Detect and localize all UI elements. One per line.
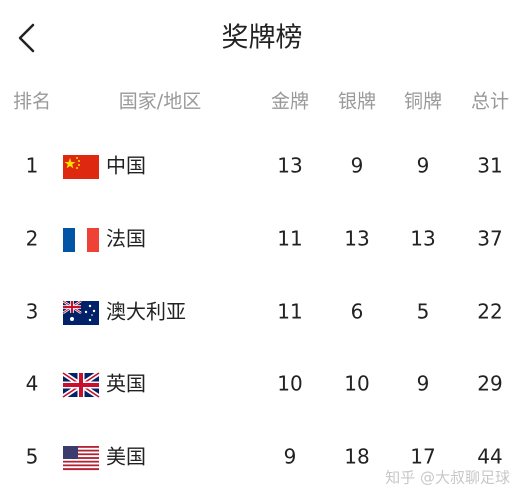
column-header: 金牌 bbox=[271, 91, 309, 113]
column-header: 铜牌 bbox=[404, 91, 442, 113]
page-title: 奖牌榜 bbox=[222, 23, 303, 54]
flag-star bbox=[84, 310, 88, 314]
column-header: 国家/地区 bbox=[119, 91, 201, 113]
flag-stripe bbox=[63, 462, 99, 465]
medal-count: 37 bbox=[477, 227, 502, 251]
medal-count: 11 bbox=[277, 300, 302, 324]
flag-stripe bbox=[63, 457, 99, 460]
flag-stripe bbox=[63, 449, 99, 452]
flag-canton bbox=[63, 446, 78, 459]
watermark: 知乎 @大叔聊足球 bbox=[385, 469, 510, 487]
rank: 1 bbox=[26, 154, 39, 178]
medal-count: 44 bbox=[477, 445, 502, 469]
flag-star bbox=[88, 304, 92, 308]
flag-star bbox=[92, 309, 96, 313]
medal-count: 10 bbox=[277, 372, 302, 396]
flag-stripe bbox=[63, 458, 99, 461]
rank: 5 bbox=[26, 445, 39, 469]
flag-star bbox=[76, 157, 78, 159]
medal-count: 29 bbox=[477, 372, 502, 396]
flag-stripe bbox=[63, 466, 99, 469]
flag-star bbox=[88, 318, 92, 322]
medal-count: 17 bbox=[410, 445, 435, 469]
medal-count: 11 bbox=[277, 227, 302, 251]
flag-star bbox=[70, 317, 74, 321]
medal-count: 13 bbox=[277, 154, 302, 178]
country-flag bbox=[62, 299, 99, 325]
country-name: 中国 bbox=[106, 154, 146, 178]
medal-count: 10 bbox=[344, 372, 369, 396]
column-header: 总计 bbox=[471, 91, 509, 113]
flag-star bbox=[78, 160, 80, 162]
flag-stripe bbox=[63, 453, 99, 456]
country-name: 英国 bbox=[106, 372, 146, 396]
flag-star bbox=[78, 164, 80, 166]
medal-count: 9 bbox=[417, 154, 430, 178]
flag-stripe bbox=[63, 451, 99, 454]
medal-count: 9 bbox=[351, 154, 364, 178]
country-flag bbox=[63, 228, 99, 252]
flag-band bbox=[75, 228, 87, 252]
flag-star bbox=[76, 167, 78, 169]
back-button[interactable] bbox=[18, 23, 35, 53]
flag-band bbox=[87, 228, 99, 252]
country-name: 澳大利亚 bbox=[106, 300, 186, 324]
column-header: 排名 bbox=[13, 91, 51, 113]
flag-field bbox=[63, 155, 99, 179]
medal-count: 6 bbox=[351, 300, 364, 324]
flag-cross bbox=[63, 373, 99, 397]
flag-stripe bbox=[63, 460, 99, 463]
country-flag bbox=[63, 155, 99, 179]
flag-stripe bbox=[63, 468, 99, 471]
flag-stripe bbox=[63, 446, 99, 448]
country-name: 法国 bbox=[106, 227, 146, 251]
medal-count: 13 bbox=[410, 227, 435, 251]
medal-count: 5 bbox=[417, 300, 430, 324]
medal-count: 13 bbox=[344, 227, 369, 251]
rank: 3 bbox=[26, 300, 39, 324]
flag-stripe bbox=[63, 455, 99, 458]
rank: 2 bbox=[26, 227, 39, 251]
medal-count: 9 bbox=[417, 372, 430, 396]
column-header: 银牌 bbox=[338, 91, 376, 113]
rank: 4 bbox=[26, 372, 39, 396]
flag-cross bbox=[63, 301, 81, 313]
flag-band bbox=[63, 228, 75, 252]
medal-count: 31 bbox=[477, 154, 502, 178]
country-flag bbox=[61, 370, 101, 400]
flag-star bbox=[64, 158, 76, 169]
medal-count: 18 bbox=[344, 445, 369, 469]
country-name: 美国 bbox=[106, 445, 146, 469]
flag-star bbox=[91, 314, 93, 316]
medal-count: 9 bbox=[284, 445, 297, 469]
flag-stripe bbox=[63, 464, 99, 467]
medal-count: 22 bbox=[477, 300, 502, 324]
country-flag bbox=[63, 446, 99, 471]
flag-stripe bbox=[63, 447, 99, 450]
